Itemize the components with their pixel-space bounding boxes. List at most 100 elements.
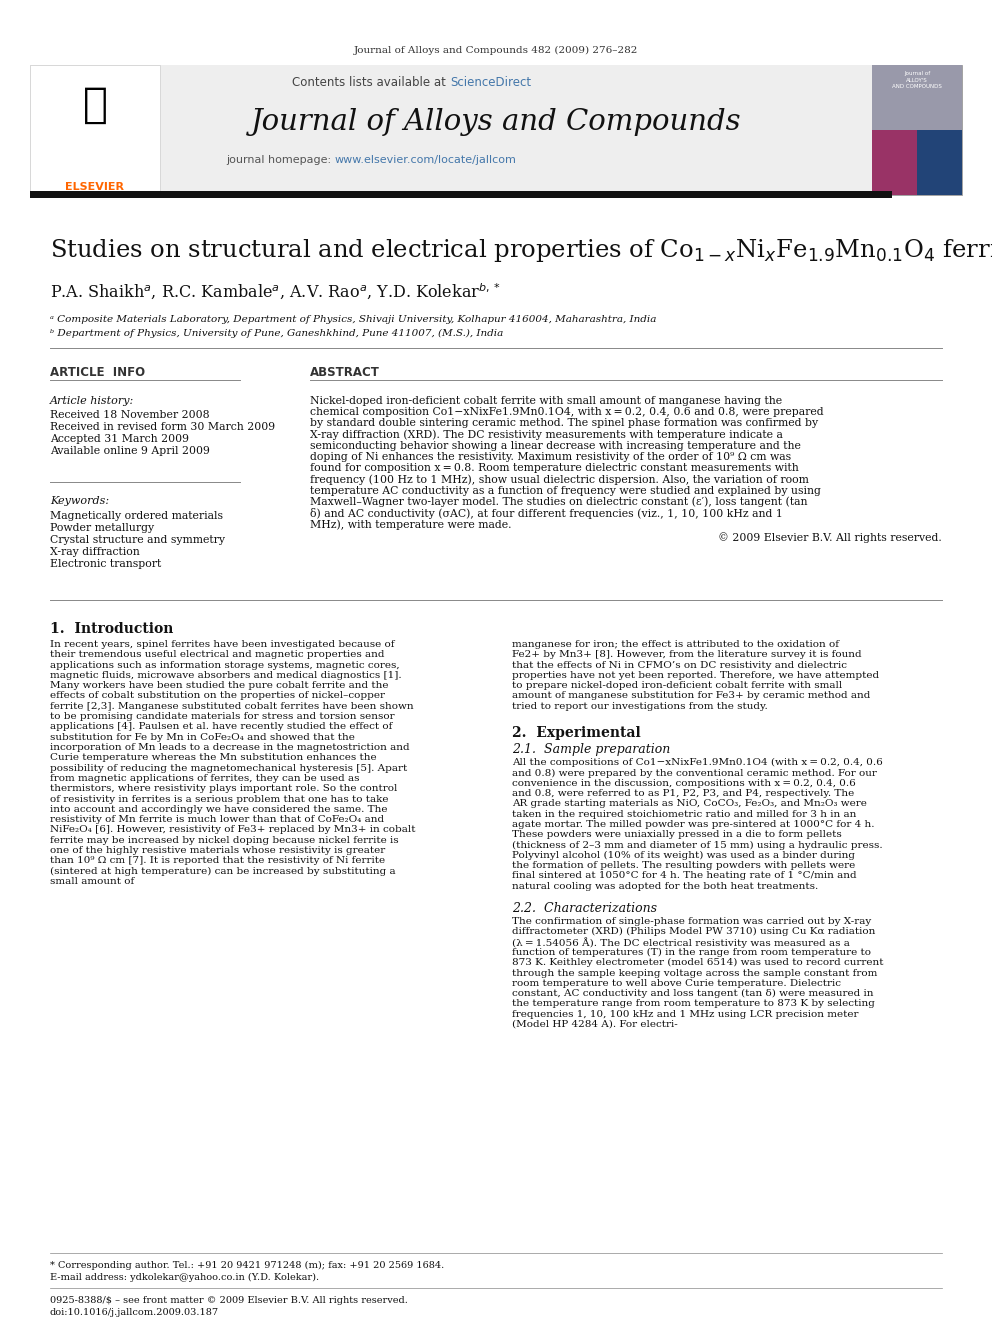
Bar bbox=[30, 65, 160, 194]
Text: resistivity of Mn ferrite is much lower than that of CoFe₂O₄ and: resistivity of Mn ferrite is much lower … bbox=[50, 815, 384, 824]
Text: convenience in the discussion, compositions with x = 0.2, 0.4, 0.6: convenience in the discussion, compositi… bbox=[512, 779, 856, 787]
Text: small amount of: small amount of bbox=[50, 877, 134, 886]
Text: doping of Ni enhances the resistivity. Maximum resistivity of the order of 10⁹ Ω: doping of Ni enhances the resistivity. M… bbox=[310, 452, 792, 462]
Text: and 0.8, were referred to as P1, P2, P3, and P4, respectively. The: and 0.8, were referred to as P1, P2, P3,… bbox=[512, 789, 854, 798]
Text: X-ray diffraction (XRD). The DC resistivity measurements with temperature indica: X-ray diffraction (XRD). The DC resistiv… bbox=[310, 430, 783, 441]
Text: applications [4]. Paulsen et al. have recently studied the effect of: applications [4]. Paulsen et al. have re… bbox=[50, 722, 393, 732]
Text: and 0.8) were prepared by the conventional ceramic method. For our: and 0.8) were prepared by the convention… bbox=[512, 769, 877, 778]
Text: temperature AC conductivity as a function of frequency were studied and explaine: temperature AC conductivity as a functio… bbox=[310, 486, 820, 496]
Text: Article history:: Article history: bbox=[50, 396, 134, 406]
Text: found for composition x = 0.8. Room temperature dielectric constant measurements: found for composition x = 0.8. Room temp… bbox=[310, 463, 799, 474]
Text: 2.  Experimental: 2. Experimental bbox=[512, 726, 641, 740]
Text: MHz), with temperature were made.: MHz), with temperature were made. bbox=[310, 519, 512, 529]
Text: one of the highly resistive materials whose resistivity is greater: one of the highly resistive materials wh… bbox=[50, 845, 385, 855]
Text: substitution for Fe by Mn in CoFe₂O₄ and showed that the: substitution for Fe by Mn in CoFe₂O₄ and… bbox=[50, 733, 355, 742]
Text: final sintered at 1050°C for 4 h. The heating rate of 1 °C/min and: final sintered at 1050°C for 4 h. The he… bbox=[512, 872, 857, 880]
Text: possibility of reducing the magnetomechanical hysteresis [5]. Apart: possibility of reducing the magnetomecha… bbox=[50, 763, 408, 773]
Text: Contents lists available at: Contents lists available at bbox=[293, 77, 450, 90]
Text: into account and accordingly we have considered the same. The: into account and accordingly we have con… bbox=[50, 804, 388, 814]
Text: ferrite [2,3]. Manganese substituted cobalt ferrites have been shown: ferrite [2,3]. Manganese substituted cob… bbox=[50, 701, 414, 710]
Text: 2.2.  Characterizations: 2.2. Characterizations bbox=[512, 902, 657, 916]
Bar bbox=[872, 65, 962, 194]
Text: frequency (100 Hz to 1 MHz), show usual dielectric dispersion. Also, the variati: frequency (100 Hz to 1 MHz), show usual … bbox=[310, 475, 808, 486]
Text: manganese for iron; the effect is attributed to the oxidation of: manganese for iron; the effect is attrib… bbox=[512, 640, 839, 650]
Text: their tremendous useful electrical and magnetic properties and: their tremendous useful electrical and m… bbox=[50, 651, 385, 659]
Text: Crystal structure and symmetry: Crystal structure and symmetry bbox=[50, 534, 225, 545]
Text: 0925-8388/$ – see front matter © 2009 Elsevier B.V. All rights reserved.: 0925-8388/$ – see front matter © 2009 El… bbox=[50, 1297, 408, 1304]
Text: the temperature range from room temperature to 873 K by selecting: the temperature range from room temperat… bbox=[512, 999, 875, 1008]
Text: constant, AC conductivity and loss tangent (tan δ) were measured in: constant, AC conductivity and loss tange… bbox=[512, 990, 874, 999]
Text: (λ = 1.54056 Å). The DC electrical resistivity was measured as a: (λ = 1.54056 Å). The DC electrical resis… bbox=[512, 938, 850, 949]
Text: effects of cobalt substitution on the properties of nickel–copper: effects of cobalt substitution on the pr… bbox=[50, 692, 385, 700]
Text: frequencies 1, 10, 100 kHz and 1 MHz using LCR precision meter: frequencies 1, 10, 100 kHz and 1 MHz usi… bbox=[512, 1009, 858, 1019]
Bar bbox=[30, 191, 892, 198]
Text: doi:10.1016/j.jallcom.2009.03.187: doi:10.1016/j.jallcom.2009.03.187 bbox=[50, 1308, 219, 1316]
Text: ᵇ Department of Physics, University of Pune, Ganeshkhind, Pune 411007, (M.S.), I: ᵇ Department of Physics, University of P… bbox=[50, 328, 503, 337]
Text: semiconducting behavior showing a linear decrease with increasing temperature an: semiconducting behavior showing a linear… bbox=[310, 441, 801, 451]
Text: www.elsevier.com/locate/jallcom: www.elsevier.com/locate/jallcom bbox=[335, 155, 517, 165]
Text: Fe2+ by Mn3+ [8]. However, from the literature survey it is found: Fe2+ by Mn3+ [8]. However, from the lite… bbox=[512, 651, 862, 659]
Text: (sintered at high temperature) can be increased by substituting a: (sintered at high temperature) can be in… bbox=[50, 867, 396, 876]
Text: The confirmation of single-phase formation was carried out by X-ray: The confirmation of single-phase formati… bbox=[512, 917, 871, 926]
Text: journal homepage:: journal homepage: bbox=[226, 155, 335, 165]
Text: (Model HP 4284 A). For electri-: (Model HP 4284 A). For electri- bbox=[512, 1020, 678, 1029]
Text: Nickel-doped iron-deficient cobalt ferrite with small amount of manganese having: Nickel-doped iron-deficient cobalt ferri… bbox=[310, 396, 782, 406]
Text: taken in the required stoichiometric ratio and milled for 3 h in an: taken in the required stoichiometric rat… bbox=[512, 810, 856, 819]
Text: amount of manganese substitution for Fe3+ by ceramic method and: amount of manganese substitution for Fe3… bbox=[512, 692, 870, 700]
Text: 873 K. Keithley electrometer (model 6514) was used to record current: 873 K. Keithley electrometer (model 6514… bbox=[512, 958, 884, 967]
Text: room temperature to well above Curie temperature. Dielectric: room temperature to well above Curie tem… bbox=[512, 979, 841, 988]
Text: P.A. Shaikh$^{a}$, R.C. Kambale$^{a}$, A.V. Rao$^{a}$, Y.D. Kolekar$^{b,*}$: P.A. Shaikh$^{a}$, R.C. Kambale$^{a}$, A… bbox=[50, 282, 501, 302]
Text: Studies on structural and electrical properties of Co$_{1-x}$Ni$_{x}$Fe$_{1.9}$M: Studies on structural and electrical pro… bbox=[50, 237, 992, 263]
Text: δ) and AC conductivity (σAC), at four different frequencies (viz., 1, 10, 100 kH: δ) and AC conductivity (σAC), at four di… bbox=[310, 508, 783, 519]
Text: Journal of Alloys and Compounds: Journal of Alloys and Compounds bbox=[251, 108, 741, 136]
Text: ELSEVIER: ELSEVIER bbox=[65, 183, 125, 192]
Text: properties have not yet been reported. Therefore, we have attempted: properties have not yet been reported. T… bbox=[512, 671, 879, 680]
Text: 🌳: 🌳 bbox=[82, 83, 107, 126]
Bar bbox=[917, 130, 962, 194]
Text: Journal of Alloys and Compounds 482 (2009) 276–282: Journal of Alloys and Compounds 482 (200… bbox=[354, 45, 638, 54]
Text: agate mortar. The milled powder was pre-sintered at 1000°C for 4 h.: agate mortar. The milled powder was pre-… bbox=[512, 820, 875, 830]
Text: AR grade starting materials as NiO, CoCO₃, Fe₂O₃, and Mn₂O₃ were: AR grade starting materials as NiO, CoCO… bbox=[512, 799, 867, 808]
Text: diffractometer (XRD) (Philips Model PW 3710) using Cu Kα radiation: diffractometer (XRD) (Philips Model PW 3… bbox=[512, 927, 875, 937]
Text: ABSTRACT: ABSTRACT bbox=[310, 365, 380, 378]
Text: In recent years, spinel ferrites have been investigated because of: In recent years, spinel ferrites have be… bbox=[50, 640, 395, 650]
Text: of resistivity in ferrites is a serious problem that one has to take: of resistivity in ferrites is a serious … bbox=[50, 795, 389, 803]
Text: by standard double sintering ceramic method. The spinel phase formation was conf: by standard double sintering ceramic met… bbox=[310, 418, 818, 429]
Text: Magnetically ordered materials: Magnetically ordered materials bbox=[50, 511, 223, 521]
Text: ARTICLE  INFO: ARTICLE INFO bbox=[50, 365, 145, 378]
Text: that the effects of Ni in CFMO’s on DC resistivity and dielectric: that the effects of Ni in CFMO’s on DC r… bbox=[512, 660, 847, 669]
Text: 2.1.  Sample preparation: 2.1. Sample preparation bbox=[512, 744, 671, 757]
Text: (thickness of 2–3 mm and diameter of 15 mm) using a hydraulic press.: (thickness of 2–3 mm and diameter of 15 … bbox=[512, 840, 883, 849]
Text: Journal of
ALLOY'S
AND COMPOUNDS: Journal of ALLOY'S AND COMPOUNDS bbox=[892, 71, 942, 89]
Text: magnetic fluids, microwave absorbers and medical diagnostics [1].: magnetic fluids, microwave absorbers and… bbox=[50, 671, 402, 680]
Text: Received in revised form 30 March 2009: Received in revised form 30 March 2009 bbox=[50, 422, 275, 433]
Text: to be promising candidate materials for stress and torsion sensor: to be promising candidate materials for … bbox=[50, 712, 395, 721]
Text: Accepted 31 March 2009: Accepted 31 March 2009 bbox=[50, 434, 189, 445]
Text: through the sample keeping voltage across the sample constant from: through the sample keeping voltage acros… bbox=[512, 968, 877, 978]
Text: Powder metallurgy: Powder metallurgy bbox=[50, 523, 154, 533]
Text: natural cooling was adopted for the both heat treatments.: natural cooling was adopted for the both… bbox=[512, 881, 818, 890]
Text: Keywords:: Keywords: bbox=[50, 496, 109, 505]
Bar bbox=[30, 65, 892, 194]
Text: Electronic transport: Electronic transport bbox=[50, 560, 162, 569]
Text: thermistors, where resistivity plays important role. So the control: thermistors, where resistivity plays imp… bbox=[50, 785, 398, 794]
Text: ᵃ Composite Materials Laboratory, Department of Physics, Shivaji University, Kol: ᵃ Composite Materials Laboratory, Depart… bbox=[50, 315, 657, 324]
Text: the formation of pellets. The resulting powders with pellets were: the formation of pellets. The resulting … bbox=[512, 861, 855, 871]
Text: incorporation of Mn leads to a decrease in the magnetostriction and: incorporation of Mn leads to a decrease … bbox=[50, 744, 410, 751]
Text: 1.  Introduction: 1. Introduction bbox=[50, 622, 174, 636]
Text: * Corresponding author. Tel.: +91 20 9421 971248 (m); fax: +91 20 2569 1684.: * Corresponding author. Tel.: +91 20 942… bbox=[50, 1261, 444, 1270]
Text: These powders were uniaxially pressed in a die to form pellets: These powders were uniaxially pressed in… bbox=[512, 831, 842, 839]
Text: Received 18 November 2008: Received 18 November 2008 bbox=[50, 410, 209, 419]
Bar bbox=[872, 130, 917, 194]
Text: from magnetic applications of ferrites, they can be used as: from magnetic applications of ferrites, … bbox=[50, 774, 359, 783]
Text: than 10⁹ Ω cm [7]. It is reported that the resistivity of Ni ferrite: than 10⁹ Ω cm [7]. It is reported that t… bbox=[50, 856, 385, 865]
Text: Available online 9 April 2009: Available online 9 April 2009 bbox=[50, 446, 210, 456]
Text: NiFe₂O₄ [6]. However, resistivity of Fe3+ replaced by Mn3+ in cobalt: NiFe₂O₄ [6]. However, resistivity of Fe3… bbox=[50, 826, 416, 835]
Bar bbox=[872, 65, 962, 130]
Text: tried to report our investigations from the study.: tried to report our investigations from … bbox=[512, 701, 768, 710]
Text: Polyvinyl alcohol (10% of its weight) was used as a binder during: Polyvinyl alcohol (10% of its weight) wa… bbox=[512, 851, 855, 860]
Text: to prepare nickel-doped iron-deficient cobalt ferrite with small: to prepare nickel-doped iron-deficient c… bbox=[512, 681, 842, 691]
Text: function of temperatures (T) in the range from room temperature to: function of temperatures (T) in the rang… bbox=[512, 947, 871, 957]
Text: Many workers have been studied the pure cobalt ferrite and the: Many workers have been studied the pure … bbox=[50, 681, 389, 691]
Text: applications such as information storage systems, magnetic cores,: applications such as information storage… bbox=[50, 660, 400, 669]
